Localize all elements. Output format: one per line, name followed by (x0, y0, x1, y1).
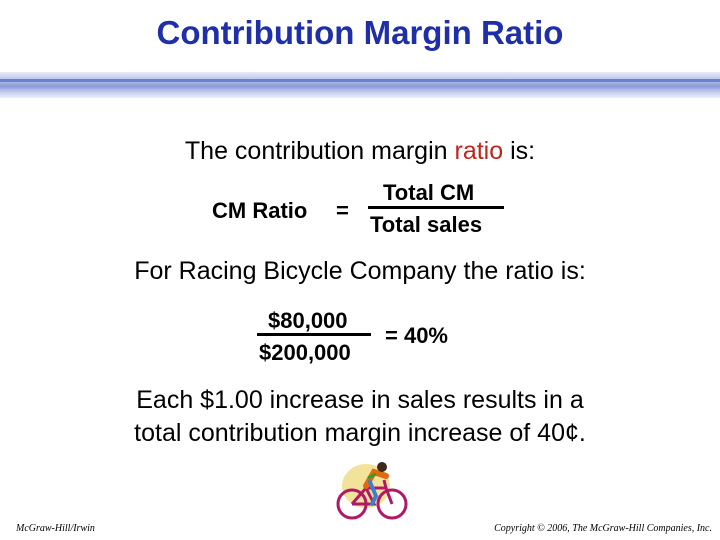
cyclist-icon (336, 462, 408, 520)
formula-numerator: Total CM (383, 180, 475, 205)
intro-before: The contribution margin (184, 137, 455, 165)
intro-highlight: ratio (454, 137, 504, 165)
slide-title: Contribution Margin Ratio (156, 14, 564, 51)
example-fraction-line (257, 333, 371, 336)
formula-equals: = (336, 198, 349, 223)
formula-left: CM Ratio (212, 198, 308, 223)
title-bar (0, 72, 720, 98)
conclusion-line-1: Each $1.00 increase in sales results in … (136, 386, 584, 414)
conclusion-line-2: total contribution margin increase of 40… (134, 419, 586, 447)
example-denominator: $200,000 (259, 340, 351, 365)
formula-denominator: Total sales (370, 212, 483, 237)
example-result: = 40% (385, 323, 448, 348)
company-line: For Racing Bicycle Company the ratio is: (134, 257, 586, 285)
title-bar-line (0, 79, 720, 82)
intro-text: The contribution margin ratio is: (0, 137, 720, 166)
footer-left: McGraw-Hill/Irwin (16, 523, 95, 534)
front-wheel (376, 488, 408, 520)
example-numerator: $80,000 (268, 308, 348, 333)
footer-right: Copyright © 2006, The McGraw-Hill Compan… (494, 523, 712, 534)
rider-head (377, 462, 387, 472)
rider-leg (368, 480, 379, 506)
formula-fraction-line (368, 206, 504, 209)
intro-after: is: (503, 137, 536, 165)
rider-jersey-accent (367, 472, 377, 480)
